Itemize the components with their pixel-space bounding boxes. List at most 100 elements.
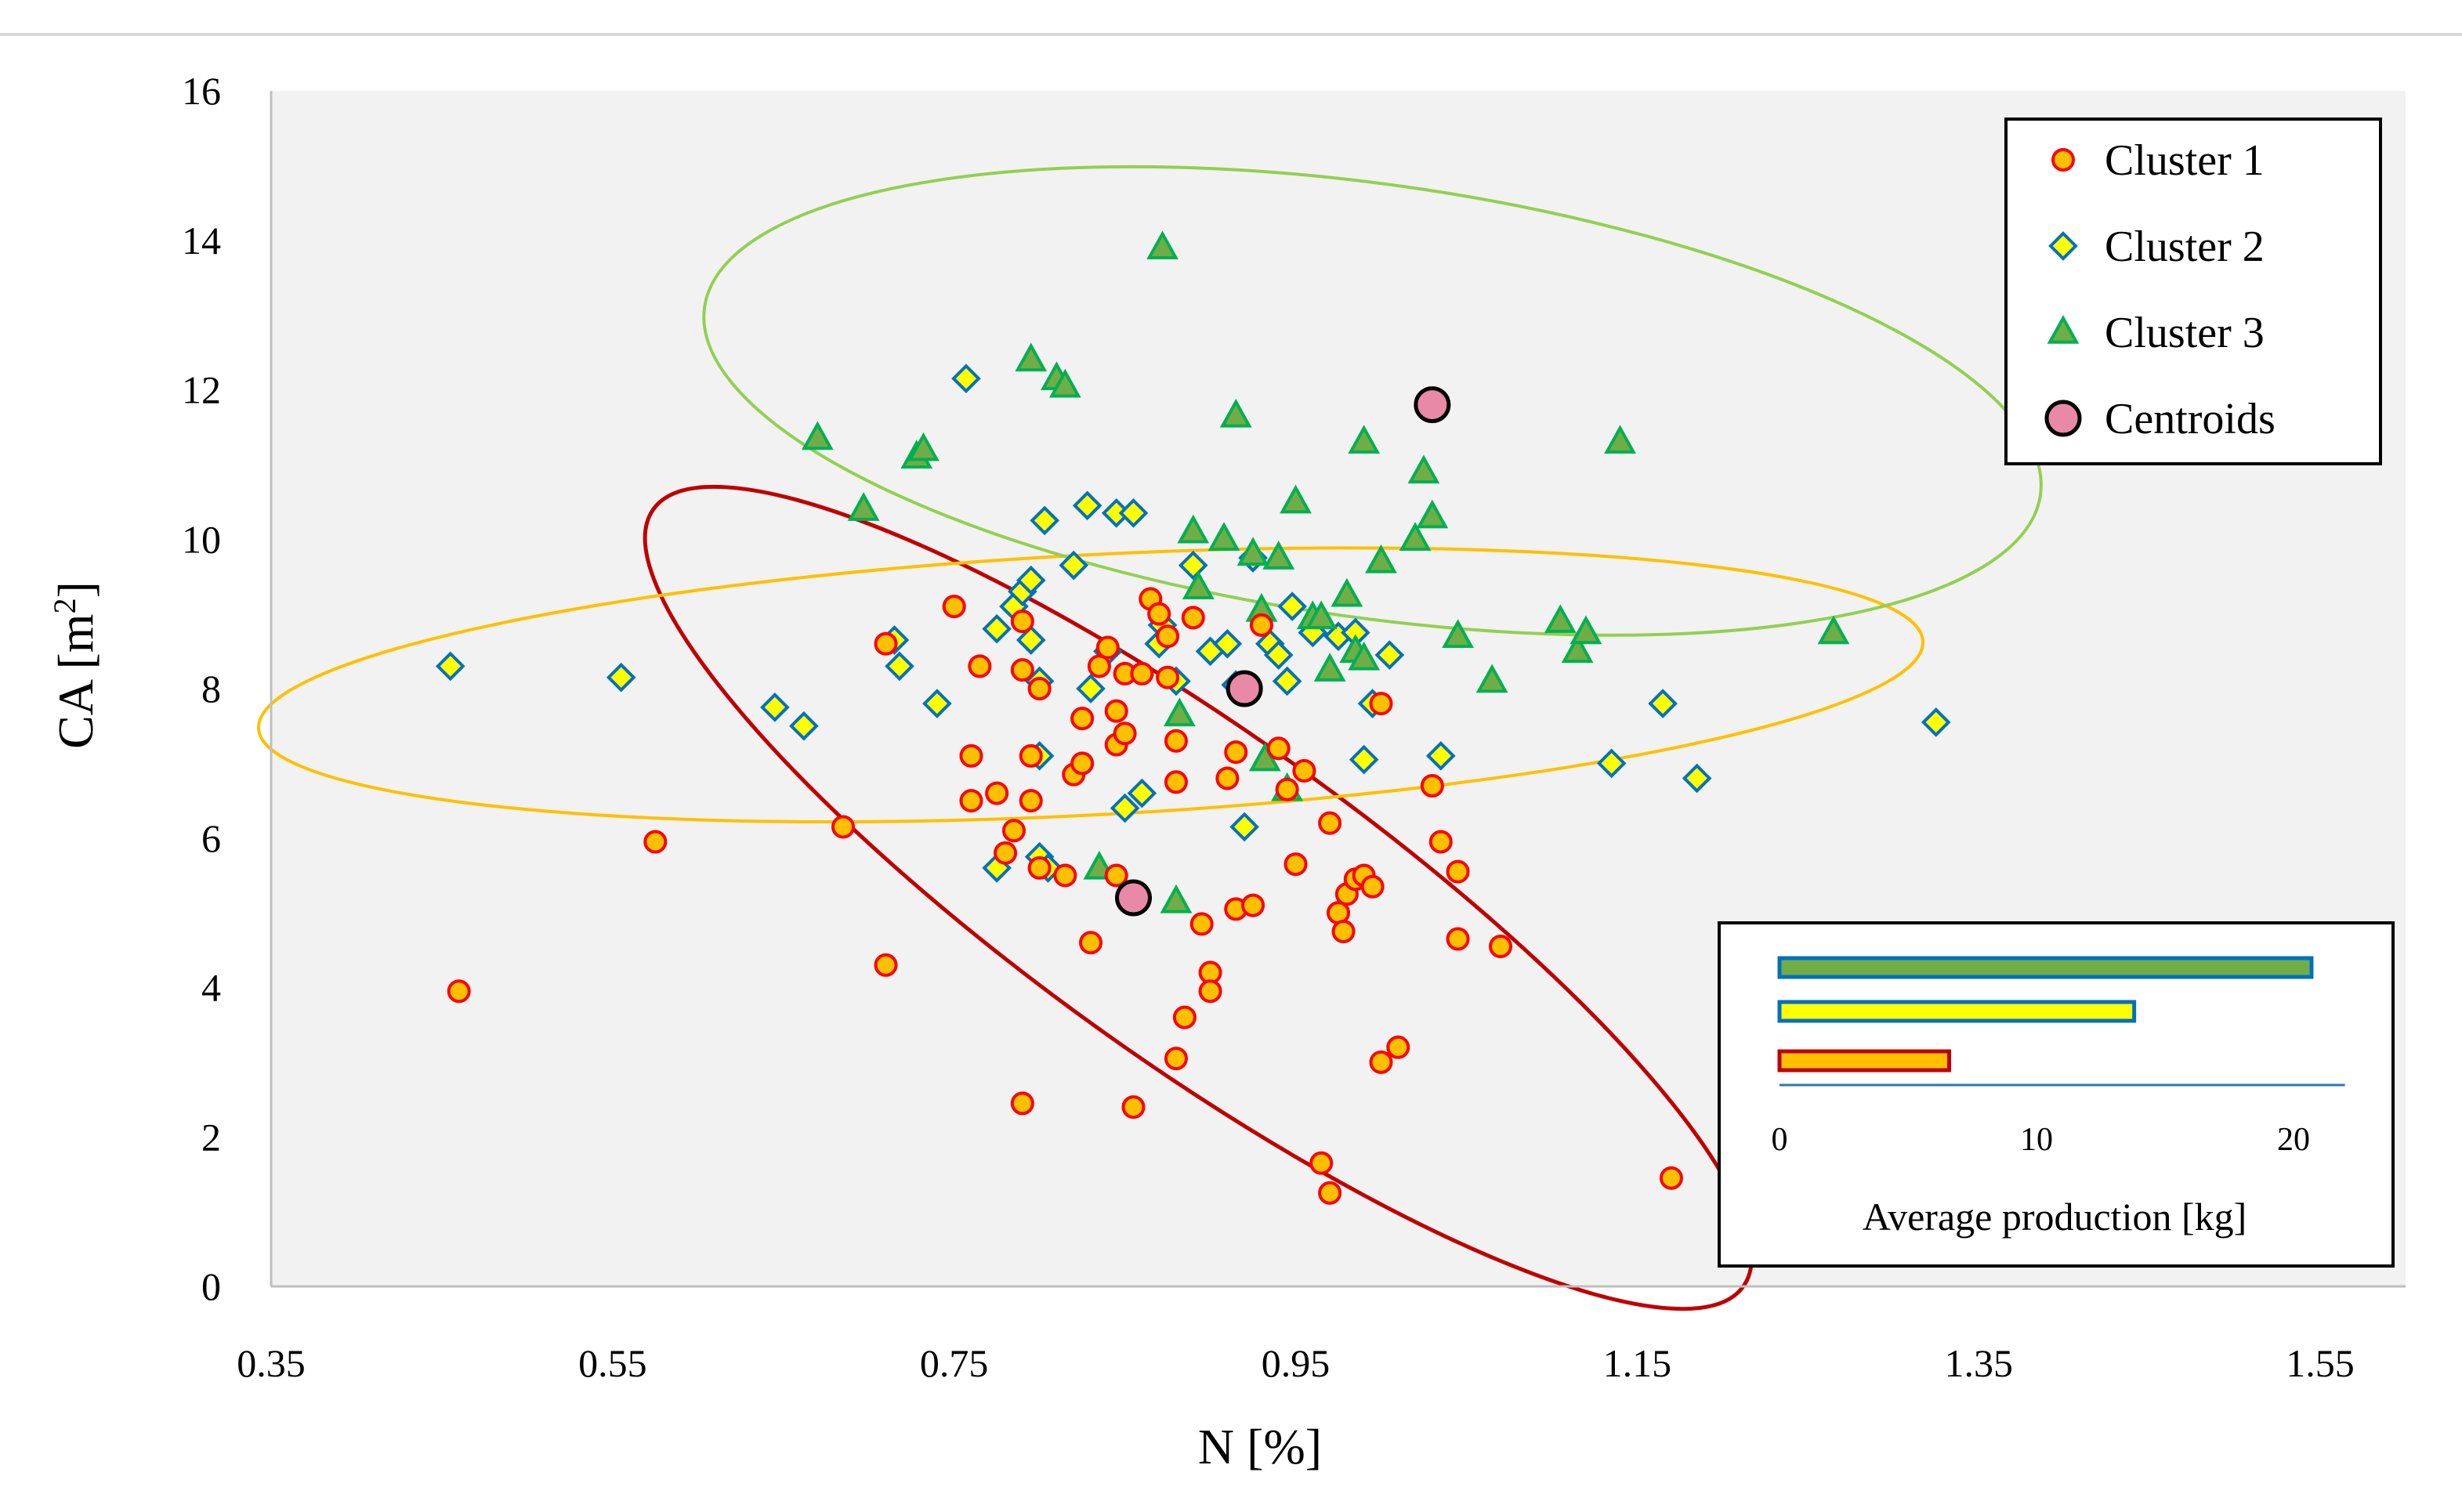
cluster-1-point <box>1420 773 1444 798</box>
cluster-2-point <box>1072 490 1102 521</box>
cluster-1-point <box>1027 677 1052 700</box>
cluster-2-point <box>435 651 465 682</box>
cluster-3-point <box>1348 425 1381 454</box>
cluster-1-point <box>1266 736 1291 761</box>
cluster-3-point <box>907 432 940 461</box>
cluster-1-point <box>1001 819 1026 843</box>
cluster-3-point <box>1407 454 1440 484</box>
y-tick-label: 0 <box>201 1264 221 1308</box>
cluster-1-point <box>1659 1166 1683 1190</box>
cluster-2-point <box>1349 744 1379 775</box>
cluster-2-point <box>922 689 952 718</box>
cluster-1-point <box>985 781 1009 805</box>
cluster-1-point <box>1010 1091 1034 1116</box>
inset-x-tick-label: 20 <box>2277 1122 2310 1158</box>
cluster-2-point <box>1016 625 1046 655</box>
cluster-2-point <box>1059 550 1089 581</box>
legend-centroids-marker <box>2044 400 2082 437</box>
cluster-2-ellipse <box>256 546 1925 824</box>
x-tick-label: 0.55 <box>578 1341 647 1385</box>
cluster-1-point <box>1053 863 1077 888</box>
cluster-3-point <box>1182 570 1215 599</box>
inset-bar-cluster-1 <box>1777 1049 1951 1073</box>
cluster-2-point <box>1682 763 1712 794</box>
cluster-1-point <box>1283 852 1308 877</box>
cluster-2-point <box>1030 505 1060 536</box>
cluster-3-point <box>1475 664 1508 693</box>
cluster-3-point <box>1219 398 1252 428</box>
cluster-3-ellipse <box>702 165 2043 637</box>
cluster-1-point <box>874 953 898 977</box>
cluster-3-point <box>1348 641 1381 671</box>
cluster-1-point <box>1010 658 1034 682</box>
cluster-1-point <box>1369 692 1393 716</box>
y-tick-label: 8 <box>201 667 221 711</box>
cluster-1-point <box>1172 1005 1197 1029</box>
cluster-1-point <box>994 841 1018 865</box>
cluster-3-point <box>1365 544 1397 573</box>
inset-x-tick-label: 0 <box>1772 1122 1788 1158</box>
y-axis-title-close: ] <box>48 581 103 598</box>
cluster-2-point <box>1118 498 1149 528</box>
cluster-2-point <box>760 693 790 722</box>
cluster-1-point <box>1010 610 1034 634</box>
cluster-1-point <box>1241 893 1265 917</box>
cluster-3-point <box>1313 653 1346 682</box>
cluster-3-point <box>1305 600 1338 630</box>
cluster-2-point <box>606 662 636 693</box>
cluster-1-point <box>447 979 471 1004</box>
cluster-2-point <box>982 613 1012 644</box>
cluster-1-point <box>1019 789 1043 813</box>
cluster-1-point <box>1147 602 1171 626</box>
legend-centroids-label: Centroids <box>2105 395 2276 443</box>
cluster-3-point <box>1262 541 1295 570</box>
cluster-3-point <box>1817 615 1850 645</box>
cluster-1-point <box>1369 1050 1393 1074</box>
cluster-3-point <box>1236 537 1269 566</box>
cluster-1-point <box>1095 635 1120 660</box>
y-axis-title-superscript: 2 <box>47 598 82 613</box>
cluster-3-point <box>1604 425 1636 454</box>
cluster-1-point <box>1428 830 1453 854</box>
cluster-1-point <box>1318 811 1342 835</box>
cluster-1-point <box>942 595 966 619</box>
cluster-1-point <box>1181 606 1205 630</box>
legend-cluster-1-label: Cluster 1 <box>2105 136 2265 185</box>
cluster-3-point <box>1442 619 1474 648</box>
legend-cluster-2-marker <box>2048 231 2078 261</box>
cluster-1-point <box>1189 912 1214 936</box>
y-tick-label: 16 <box>182 69 221 113</box>
cluster-3-point <box>1160 884 1193 913</box>
cluster-2-point <box>1016 565 1046 595</box>
cluster-2-point <box>1277 591 1307 621</box>
cluster-1-point <box>1446 927 1470 951</box>
cluster-3-point <box>1015 342 1048 372</box>
inset-bar-cluster-3 <box>1777 956 2314 979</box>
legend-cluster-1-marker <box>2051 148 2075 172</box>
cluster-1-point <box>1019 743 1043 768</box>
cluster-1-point <box>1215 766 1240 790</box>
cluster-3-point <box>1163 697 1196 727</box>
cluster-1-point <box>1104 699 1128 723</box>
cluster-1-point <box>1113 722 1137 746</box>
cluster-1-point <box>1360 874 1385 899</box>
legend-cluster-3-marker <box>2047 315 2080 344</box>
cluster-2-point <box>1648 689 1678 718</box>
cluster-1-point <box>1079 931 1103 955</box>
cluster-2-point <box>1076 674 1106 704</box>
inset-x-tick-label: 10 <box>2020 1122 2053 1158</box>
inset-title: Average production [kg] <box>1863 1195 2247 1239</box>
cluster-2-point <box>1374 640 1405 670</box>
cluster-1-point <box>1164 729 1188 753</box>
cluster-1-point <box>1275 777 1299 801</box>
cluster-1-point <box>1070 707 1095 731</box>
inset-bar-chart: 0 10 20 Average production [kg] <box>1718 921 2395 1268</box>
cluster-2-point <box>1212 628 1243 659</box>
cluster-2-point <box>885 651 914 682</box>
cluster-3-point <box>1399 522 1432 551</box>
cluster-3-point <box>1561 634 1594 664</box>
cluster-1-point <box>1164 1047 1188 1071</box>
cluster-2-point <box>1263 640 1294 670</box>
cluster-1-point <box>968 654 992 678</box>
